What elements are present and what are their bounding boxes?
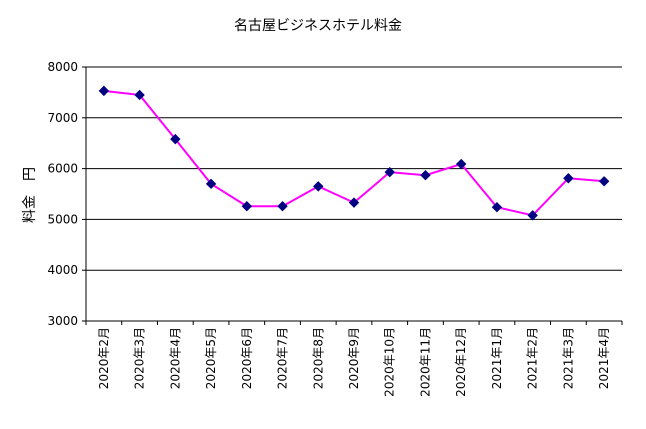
x-tick-label: 2021年2月 <box>526 327 540 389</box>
axes <box>82 66 623 325</box>
data-point <box>455 158 467 170</box>
data-point <box>205 178 217 190</box>
y-tick-labels: 3000 4000 5000 6000 7000 8000 <box>47 60 78 328</box>
data-point <box>348 197 360 208</box>
chart-title: 名古屋ビジネスホテル料金 <box>234 18 402 34</box>
x-tick-label: 2021年3月 <box>561 327 575 389</box>
data-point <box>170 133 181 145</box>
y-tick-label: 7000 <box>47 111 78 125</box>
x-tick-label: 2020年2月 <box>97 327 111 389</box>
x-tick-label: 2021年4月 <box>597 327 611 389</box>
data-point <box>313 181 324 192</box>
x-tick-label: 2020年8月 <box>311 327 325 389</box>
data-point <box>384 166 395 178</box>
x-tick-label: 2020年3月 <box>133 327 147 389</box>
y-tick-label: 6000 <box>47 162 78 176</box>
x-tick-label: 2020年10月 <box>383 327 397 397</box>
data-point <box>598 176 610 187</box>
y-tick-label: 5000 <box>47 212 78 226</box>
x-tick-label: 2020年7月 <box>276 327 290 389</box>
x-tick-label: 2020年11月 <box>418 327 432 397</box>
x-tick-label: 2020年6月 <box>240 327 254 389</box>
series-line <box>103 89 605 217</box>
data-point <box>134 89 145 101</box>
x-tick-labels: 2020年2月 2020年3月 2020年4月 2020年5月 2020年6月 2020年… <box>97 327 611 397</box>
y-axis-label: 料金 円 <box>22 167 38 223</box>
data-point <box>563 173 574 184</box>
data-point <box>491 202 503 213</box>
data-point <box>527 210 538 221</box>
data-point <box>98 85 110 97</box>
x-tick-label: 2020年12月 <box>454 327 468 397</box>
y-tick-label: 3000 <box>47 314 78 328</box>
x-tick-label: 2020年5月 <box>204 327 218 389</box>
x-tick-label: 2020年4月 <box>168 327 182 389</box>
y-tick-label: 8000 <box>47 60 78 74</box>
data-point <box>420 169 431 181</box>
data-point <box>241 200 253 212</box>
x-tick-label: 2021年1月 <box>490 327 504 389</box>
series <box>98 85 610 221</box>
x-tick-label: 2020年9月 <box>347 327 361 389</box>
y-tick-label: 4000 <box>47 263 78 277</box>
data-point <box>277 200 288 212</box>
grid-lines <box>86 66 622 322</box>
